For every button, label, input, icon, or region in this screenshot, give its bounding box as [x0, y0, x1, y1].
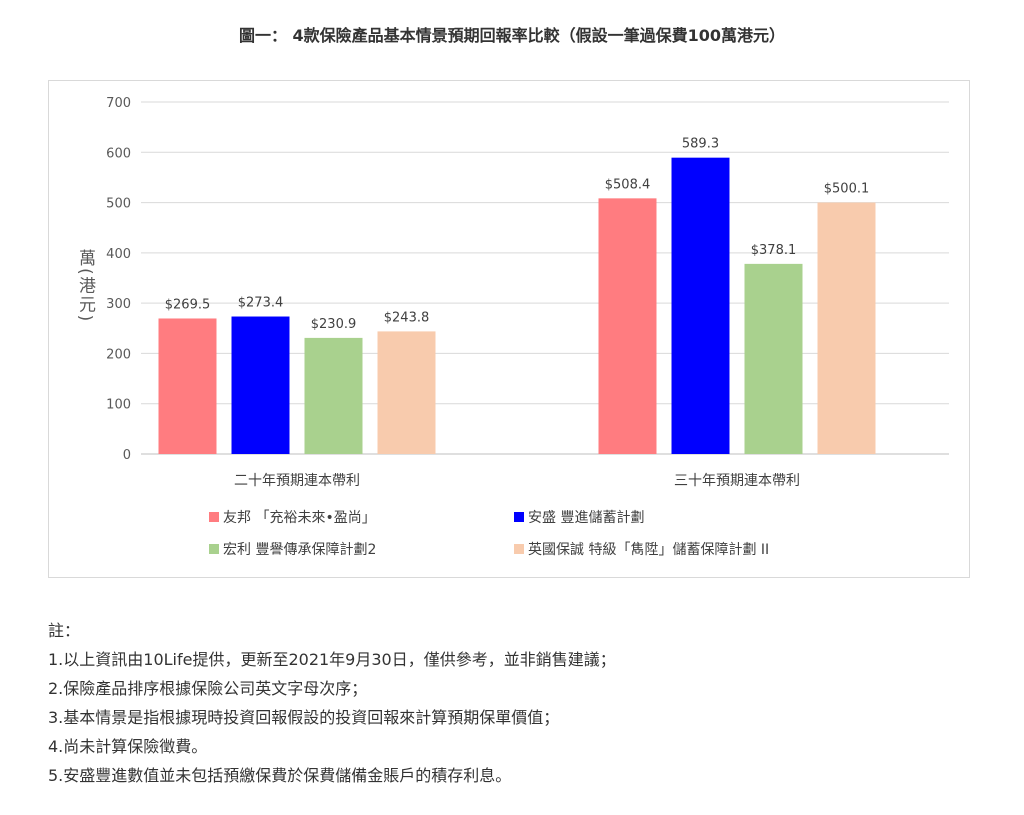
page-title: 圖一： 4款保險產品基本情景預期回報率比較（假設一筆過保費100萬港元） — [238, 26, 786, 45]
data-label: $508.4 — [605, 177, 651, 192]
notes-section: 註： 1.以上資訊由10Life提供，更新至2021年9月30日，僅供參考，並非… — [48, 616, 988, 790]
data-label: $500.1 — [824, 182, 870, 197]
y-tick-label: 700 — [106, 96, 131, 111]
y-tick-label: 300 — [106, 297, 131, 312]
note-item-2: 2.保險產品排序根據保險公司英文字母次序； — [48, 679, 368, 698]
bar — [158, 318, 217, 454]
legend-swatch — [514, 512, 524, 522]
data-label: $269.5 — [165, 297, 211, 312]
legend-label: 安盛 豐進儲蓄計劃 — [528, 510, 644, 526]
x-category-label: 三十年預期連本帶利 — [674, 473, 800, 489]
data-label: $273.4 — [238, 296, 284, 311]
bar — [304, 337, 363, 454]
y-tick-label: 100 — [106, 398, 131, 413]
y-tick-label: 0 — [123, 448, 131, 463]
x-category-label: 二十年預期連本帶利 — [234, 473, 360, 489]
chart-container: 0 100 200 300 400 500 600 700 萬(港元) $269.5 $508.4 $… — [48, 80, 970, 578]
bar — [231, 316, 290, 454]
bar-chart: 0 100 200 300 400 500 600 700 萬(港元) $269.5 $508.4 $… — [75, 96, 949, 558]
note-item-3: 3.基本情景是指根據現時投資回報假設的投資回報來計算預期保單價值； — [48, 708, 560, 727]
data-label: $230.9 — [311, 317, 357, 332]
legend-label: 宏利 豐譽傳承保障計劃2 — [223, 542, 376, 558]
legend-label: 友邦 「充裕未來•盈尚」 — [223, 510, 376, 526]
y-tick-label: 500 — [106, 197, 131, 212]
y-tick-label: 200 — [106, 347, 131, 362]
legend-swatch — [209, 512, 219, 522]
legend-label: 英國保誠 特級「雋陞」儲蓄保障計劃 II — [528, 541, 769, 558]
y-tick-label: 400 — [106, 247, 131, 262]
note-item-5: 5.安盛豐進數值並未包括預繳保費於保費儲備金賬戶的積存利息。 — [48, 766, 512, 785]
bar — [744, 263, 803, 454]
notes-heading: 註： — [48, 621, 81, 640]
legend-swatch — [514, 544, 524, 554]
data-label: $378.1 — [751, 243, 797, 258]
y-tick-label: 600 — [106, 146, 131, 161]
bar — [671, 157, 730, 454]
legend-swatch — [209, 544, 219, 554]
y-axis-label: 萬(港元) — [75, 249, 96, 323]
bar — [598, 198, 657, 454]
note-item-1: 1.以上資訊由10Life提供，更新至2021年9月30日，僅供參考，並非銷售建… — [48, 650, 616, 669]
note-item-4: 4.尚未計算保險徵費。 — [48, 737, 208, 756]
data-label: $243.8 — [384, 310, 430, 325]
bar — [817, 202, 876, 454]
bar — [377, 331, 436, 454]
data-label: 589.3 — [682, 137, 719, 152]
